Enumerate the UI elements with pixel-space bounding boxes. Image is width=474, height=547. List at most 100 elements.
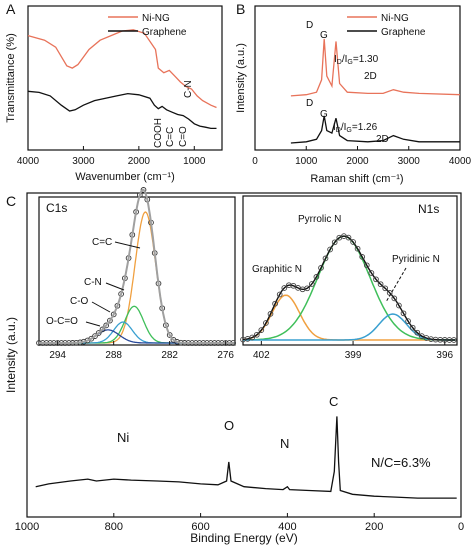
panel-a-frame bbox=[27, 5, 223, 151]
panel-a-ylabel: Transmittance (%) bbox=[5, 33, 17, 122]
n1s-data-point bbox=[451, 337, 457, 343]
n1s-data-point bbox=[318, 265, 324, 271]
graphene-ratio-value: =1.26 bbox=[352, 122, 378, 133]
ni-ng-ratio-sep: /I bbox=[342, 54, 348, 65]
inset-n1s-frame bbox=[242, 195, 458, 346]
c1s-data-point bbox=[140, 187, 147, 193]
n1s-label-pyridinic: Pyridinic N bbox=[392, 254, 440, 265]
inset-c1s-annotations: C=C C-N C-O O-C=O bbox=[46, 237, 141, 327]
c1s-data-point bbox=[103, 322, 110, 329]
annot-c=c: C=C bbox=[165, 127, 176, 147]
n1s-data-point bbox=[290, 282, 297, 289]
n1s-data-point bbox=[391, 295, 398, 302]
series-ni-ng-line-b bbox=[290, 38, 461, 97]
ni-ng-ratio: ID/IG=1.30 bbox=[334, 54, 379, 66]
n1s-data-point bbox=[359, 254, 366, 260]
n1s-label-graphitic: Graphitic N bbox=[252, 264, 302, 275]
c1s-arrow-cn bbox=[105, 282, 125, 291]
c1s-data-point bbox=[107, 317, 113, 324]
panel-c-tick-label: 800 bbox=[105, 521, 123, 533]
c1s-data-point bbox=[110, 311, 117, 318]
ni-ng-ratio-sub-d: D bbox=[337, 59, 342, 66]
n1s-data-point bbox=[276, 291, 283, 298]
c1s-envelope bbox=[39, 188, 235, 344]
legend-graphene-a: Graphene bbox=[142, 27, 187, 38]
panel-c-tick-label: 400 bbox=[278, 521, 296, 533]
n1s-data-point bbox=[363, 262, 370, 269]
c1s-data-point bbox=[166, 332, 173, 338]
ni-ng-ratio-sub-g: G bbox=[347, 59, 352, 66]
legend-graphene-b: Graphene bbox=[381, 27, 426, 38]
panel-c-curve bbox=[35, 416, 457, 499]
c1s-arrow-co bbox=[91, 301, 111, 313]
panel-a-ticks: 4000 3000 2000 1000 bbox=[17, 146, 206, 167]
annot-cooh: COOH bbox=[153, 118, 164, 148]
panel-b-tick-label: 3000 bbox=[398, 156, 421, 167]
c1s-label-cc: C=C bbox=[92, 237, 112, 248]
panel-b-xlabel: Raman shift (cm⁻¹) bbox=[310, 173, 403, 185]
c1s-tick-label: 276 bbox=[217, 350, 234, 361]
ni-ng-ratio-value: =1.30 bbox=[353, 54, 379, 65]
c1s-label-cn: C-N bbox=[84, 277, 102, 288]
graphene-2d-label: 2D bbox=[376, 134, 389, 145]
n1s-data-point bbox=[322, 255, 329, 262]
n1s-data-point bbox=[396, 302, 402, 309]
series-survey-line bbox=[35, 416, 457, 499]
n1s-component-2 bbox=[243, 313, 456, 341]
panel-b-curves bbox=[290, 38, 461, 144]
panel-b-tick-label: 1000 bbox=[295, 156, 318, 167]
inset-c1s-ticks: 294 288 282 276 bbox=[49, 341, 234, 361]
c1s-tick-label: 282 bbox=[161, 350, 178, 361]
inset-c1s-frame bbox=[38, 196, 236, 346]
legend-ni-ng-b: Ni-NG bbox=[381, 13, 409, 24]
panel-c-tick-label: 600 bbox=[191, 521, 209, 533]
panel-c-tick-label: 200 bbox=[365, 521, 383, 533]
c1s-data-point bbox=[99, 326, 106, 333]
panel-b-tick-label: 2000 bbox=[346, 156, 369, 167]
panel-b-legend: Ni-NG Graphene bbox=[347, 13, 426, 38]
n1s-label-pyrrolic: Pyrrolic N bbox=[298, 214, 341, 225]
inset-n1s-title: N1s bbox=[418, 202, 439, 216]
n1s-data-point bbox=[304, 285, 311, 292]
panel-c-tick-label: 0 bbox=[458, 521, 464, 533]
n1s-data-point bbox=[400, 310, 407, 317]
panel-label-a: A bbox=[6, 1, 16, 17]
panel-c-frame bbox=[26, 192, 462, 518]
c1s-tick-label: 294 bbox=[49, 350, 66, 361]
survey-n-label: N bbox=[280, 436, 289, 451]
n1s-tick-label: 399 bbox=[345, 350, 362, 361]
panel-a-legend: Ni-NG Graphene bbox=[108, 13, 187, 38]
n1s-data-point bbox=[350, 239, 356, 245]
c1s-data-point bbox=[95, 330, 102, 336]
n1s-data-point bbox=[327, 246, 333, 253]
n1s-data-point bbox=[308, 281, 315, 287]
n1s-data-point bbox=[418, 333, 425, 339]
n1s-data-point bbox=[345, 234, 352, 241]
n1s-data-point bbox=[263, 320, 269, 326]
c1s-arrow-cc bbox=[114, 241, 141, 249]
panel-label-b: B bbox=[236, 1, 245, 17]
c1s-label-occ: O-C=O bbox=[46, 316, 78, 327]
graphene-ratio: ID/IG=1.26 bbox=[333, 122, 378, 134]
survey-o-label: O bbox=[224, 418, 234, 433]
n1s-data-point bbox=[272, 300, 278, 307]
graphene-ratio-sep: /I bbox=[341, 122, 347, 133]
n1s-tick-label: 396 bbox=[436, 350, 453, 361]
panel-a-xlabel: Wavenumber (cm⁻¹) bbox=[75, 171, 175, 183]
annot-c=o: C=O bbox=[178, 126, 189, 147]
panel-a-tick-label: 2000 bbox=[128, 156, 151, 167]
panel-c-xlabel: Binding Energy (eV) bbox=[190, 531, 297, 545]
inset-c1s-title: C1s bbox=[46, 201, 67, 215]
panel-a-tick-label: 4000 bbox=[17, 156, 40, 167]
c1s-label-co: C-O bbox=[70, 296, 89, 307]
panel-a-curves bbox=[27, 29, 217, 130]
panel-b-tick-label: 0 bbox=[252, 156, 258, 167]
n1s-data-point bbox=[313, 274, 320, 280]
inset-c1s-plot bbox=[36, 187, 236, 346]
n1s-data-point bbox=[267, 311, 274, 317]
panel-b-tick-label: 4000 bbox=[449, 156, 472, 167]
panel-label-c: C bbox=[6, 193, 16, 209]
ni-ng-g-label: G bbox=[320, 30, 328, 41]
series-ni-ng-line-a bbox=[27, 29, 217, 109]
